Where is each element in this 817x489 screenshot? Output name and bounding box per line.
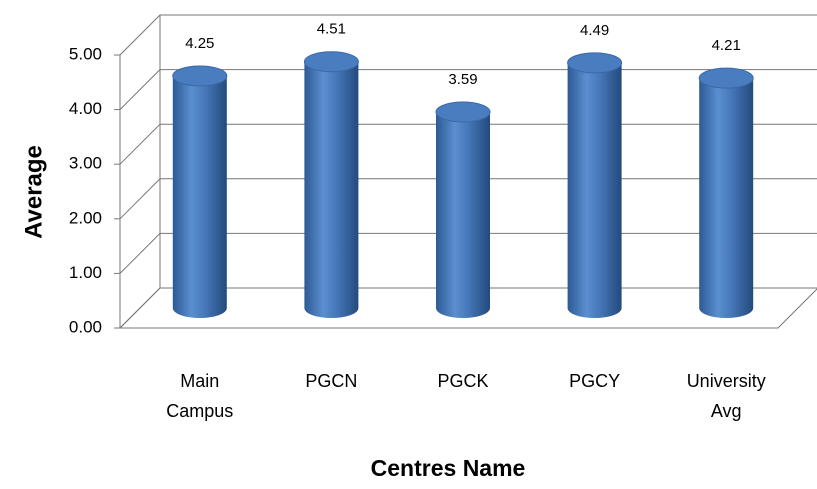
- bar: [699, 78, 754, 318]
- x-tick-label: University Avg: [687, 371, 766, 421]
- value-label: 4.25: [185, 35, 214, 52]
- bar: [172, 75, 227, 318]
- y-tick-label: 4.00: [69, 99, 102, 118]
- bar-top: [303, 51, 359, 73]
- bar-top: [698, 67, 754, 89]
- bar: [567, 62, 622, 318]
- y-axis-label: Average: [20, 145, 47, 239]
- y-tick-label: 0.00: [69, 317, 102, 336]
- bar: [436, 111, 490, 319]
- y-tick-label: 3.00: [69, 154, 102, 173]
- bar-top: [172, 65, 228, 87]
- x-tick-label: PGCY: [569, 371, 620, 391]
- y-tick-label: 1.00: [69, 263, 102, 282]
- grid-line: [119, 14, 817, 56]
- value-label: 4.51: [317, 21, 346, 38]
- value-label: 4.49: [580, 22, 609, 39]
- value-label: 3.59: [448, 71, 477, 88]
- x-tick-label: PGCN: [305, 371, 357, 391]
- bar-top: [435, 101, 491, 123]
- x-tick-label: PGCK: [437, 371, 488, 391]
- bar-top: [567, 52, 623, 74]
- y-tick-label: 2.00: [69, 208, 102, 227]
- bar: [304, 61, 359, 319]
- x-axis-label: Centres Name: [371, 455, 526, 481]
- x-tick-label: Main Campus: [166, 371, 233, 421]
- value-label: 4.21: [712, 37, 741, 54]
- y-tick-label: 5.00: [69, 44, 102, 63]
